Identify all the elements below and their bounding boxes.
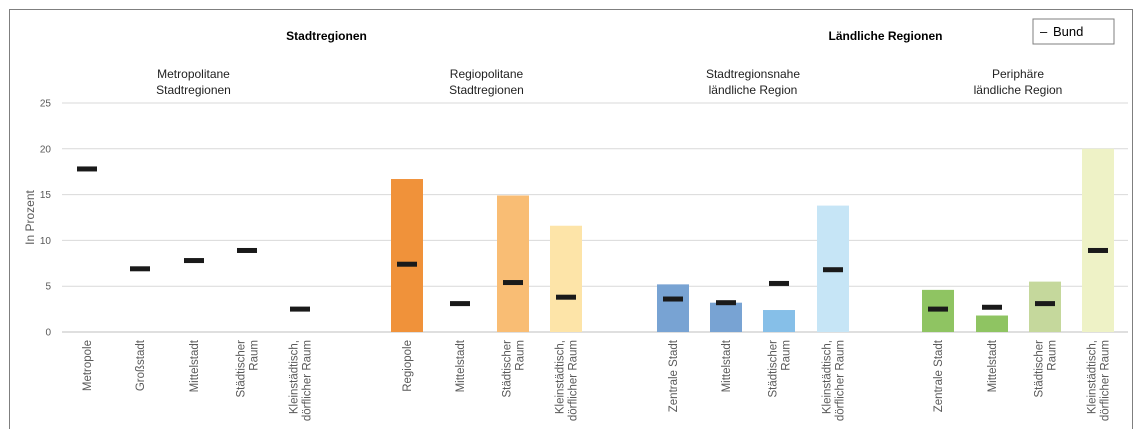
category-label: Städtischer Raum bbox=[502, 340, 527, 398]
subgroup-title-line: ländliche Region bbox=[709, 83, 798, 97]
bund-marker bbox=[769, 280, 789, 286]
category-label-line: Mittelstadt bbox=[189, 339, 201, 392]
category-label: Städtischer Raum bbox=[768, 340, 793, 398]
bars bbox=[391, 148, 1114, 332]
bar bbox=[497, 195, 529, 332]
bund-markers bbox=[77, 166, 1108, 312]
bar bbox=[657, 284, 689, 332]
subgroup-title-line: Stadtregionen bbox=[156, 83, 231, 97]
y-tick-label: 25 bbox=[40, 99, 52, 110]
category-label-line: Städtischer bbox=[768, 340, 780, 398]
category-label-line: dörflicher Raum bbox=[835, 340, 847, 421]
category-label-line: Städtischer bbox=[1034, 340, 1046, 398]
bund-marker bbox=[556, 294, 576, 300]
legend-symbol: – bbox=[1040, 24, 1048, 39]
category-label: Kleinstädtisch, dörflicher Raum bbox=[555, 340, 580, 421]
bund-marker bbox=[982, 304, 1002, 310]
region-group-title: Stadtregionen bbox=[286, 29, 367, 43]
bund-marker bbox=[823, 267, 843, 273]
region-group-title: Ländliche Regionen bbox=[828, 29, 942, 43]
category-label-line: Metropole bbox=[82, 340, 94, 391]
bund-marker bbox=[663, 296, 683, 302]
category-label-line: Städtischer bbox=[502, 340, 514, 398]
category-label: Mittelstadt bbox=[721, 339, 733, 392]
category-label: Städtischer Raum bbox=[1034, 340, 1059, 398]
bund-marker bbox=[237, 247, 257, 253]
y-tick-label: 15 bbox=[40, 190, 52, 201]
bar bbox=[976, 315, 1008, 332]
subgroup-title-line: Stadtregionen bbox=[449, 83, 524, 97]
category-label: Städtischer Raum bbox=[236, 340, 261, 398]
bund-marker bbox=[503, 280, 523, 286]
bund-marker bbox=[1088, 247, 1108, 253]
subgroup-title-line: Stadtregionsnahe bbox=[706, 67, 800, 81]
category-label-line: Mittelstadt bbox=[455, 339, 467, 392]
category-label-line: Zentrale Stadt bbox=[668, 339, 680, 412]
bar bbox=[391, 179, 423, 332]
category-label: Mittelstadt bbox=[189, 339, 201, 392]
category-label-line: Mittelstadt bbox=[721, 339, 733, 392]
y-axis-ticks: 0 5 10 15 20 25 bbox=[40, 99, 52, 339]
y-tick-label: 10 bbox=[40, 236, 52, 247]
category-label-line: Raum bbox=[1047, 340, 1059, 371]
bar bbox=[1029, 281, 1061, 332]
category-label-line: Kleinstädtisch, bbox=[555, 340, 567, 414]
category-label: Zentrale Stadt bbox=[668, 339, 680, 412]
category-label-line: Raum bbox=[249, 340, 261, 371]
legend-box bbox=[1032, 18, 1115, 45]
category-label: Kleinstädtisch, dörflicher Raum bbox=[822, 340, 847, 421]
bar bbox=[550, 225, 582, 332]
category-label-line: dörflicher Raum bbox=[302, 340, 314, 421]
subgroup-titles: Metropolitane Stadtregionen Regiopolitane S… bbox=[156, 67, 1062, 97]
y-axis-label: In Prozent bbox=[23, 189, 37, 244]
bar bbox=[763, 310, 795, 332]
category-label-line: Zentrale Stadt bbox=[933, 339, 945, 412]
subgroup-title-line: ländliche Region bbox=[974, 83, 1063, 97]
category-label: Mittelstadt bbox=[987, 339, 999, 392]
subgroup-title-line: Regiopolitane bbox=[450, 67, 524, 81]
category-label-line: Raum bbox=[781, 340, 793, 371]
bund-marker bbox=[77, 166, 97, 172]
category-label-line: Kleinstädtisch, bbox=[822, 340, 834, 414]
region-group-titles: Stadtregionen Ländliche Regionen bbox=[286, 29, 942, 43]
category-label-line: Raum bbox=[515, 340, 527, 371]
chart-frame bbox=[9, 9, 1133, 429]
category-label: Regiopole bbox=[402, 340, 414, 392]
bund-marker bbox=[290, 306, 310, 312]
category-label-line: Kleinstädtisch, bbox=[1087, 340, 1099, 414]
category-label-line: dörflicher Raum bbox=[1100, 340, 1112, 421]
bar bbox=[1082, 148, 1114, 332]
category-label: Mittelstadt bbox=[455, 339, 467, 392]
bund-marker bbox=[716, 300, 736, 306]
subgroup-title-line: Metropolitane bbox=[157, 67, 230, 81]
category-label: Großstadt bbox=[135, 339, 147, 391]
y-tick-label: 5 bbox=[45, 282, 51, 293]
category-label-line: dörflicher Raum bbox=[568, 340, 580, 421]
category-label-line: Städtischer bbox=[236, 340, 248, 398]
category-label-line: Mittelstadt bbox=[987, 339, 999, 392]
bund-marker bbox=[397, 261, 417, 267]
y-tick-label: 0 bbox=[45, 328, 51, 339]
category-label: Kleinstädtisch, dörflicher Raum bbox=[1087, 340, 1112, 421]
bund-marker bbox=[1035, 301, 1055, 307]
legend-label: Bund bbox=[1053, 24, 1083, 39]
bund-marker bbox=[450, 301, 470, 307]
category-label: Zentrale Stadt bbox=[933, 339, 945, 412]
subgroup-title-line: Periphäre bbox=[992, 67, 1044, 81]
category-label: Metropole bbox=[82, 340, 94, 391]
legend: – Bund bbox=[1032, 18, 1115, 45]
category-label-line: Regiopole bbox=[402, 340, 414, 392]
bar bbox=[710, 302, 742, 332]
grid-lines bbox=[62, 102, 1128, 333]
category-label-line: Großstadt bbox=[135, 339, 147, 391]
bund-marker bbox=[928, 306, 948, 312]
y-tick-label: 20 bbox=[40, 144, 52, 155]
category-labels: Metropole Großstadt Mittelstadt Städtischer… bbox=[82, 339, 1112, 421]
bund-marker bbox=[184, 258, 204, 264]
category-label: Kleinstädtisch, dörflicher Raum bbox=[289, 340, 314, 421]
category-label-line: Kleinstädtisch, bbox=[289, 340, 301, 414]
bund-marker bbox=[130, 266, 150, 272]
